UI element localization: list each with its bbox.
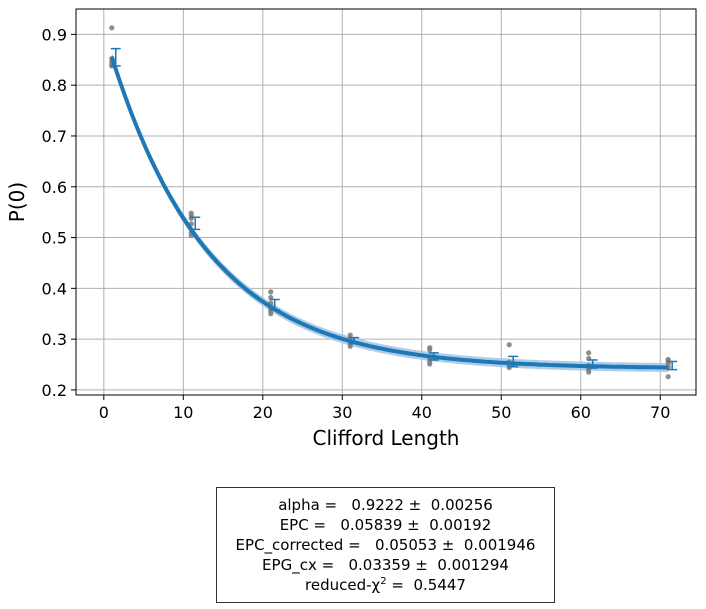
x-tick-label: 50 (491, 403, 511, 422)
y-tick-label: 0.8 (42, 76, 67, 95)
chi-exponent: 2 (380, 576, 387, 587)
error-bar (667, 360, 678, 371)
error-bar (190, 216, 201, 231)
y-tick-label: 0.3 (42, 330, 67, 349)
fit-results-box: alpha = 0.9222 ± 0.00256 EPC = 0.05839 ±… (216, 487, 555, 603)
error-bar (587, 359, 598, 369)
raw-data-points (109, 25, 671, 380)
fit-curve (109, 55, 669, 370)
y-axis-label: P(0) (5, 182, 29, 222)
data-point (268, 311, 274, 317)
error-bar (508, 355, 519, 368)
data-point (427, 347, 433, 353)
x-axis-label: Clifford Length (312, 426, 459, 450)
y-tick-label: 0.7 (42, 127, 67, 146)
grid (76, 9, 696, 395)
plot-frame (75, 8, 697, 396)
y-tick-label: 0.9 (42, 25, 67, 44)
data-point (665, 374, 671, 380)
x-ticks: 0 10 20 30 40 50 60 70 (99, 395, 670, 422)
y-tick-label: 0.6 (42, 178, 67, 197)
x-tick-label: 40 (412, 403, 432, 422)
x-tick-label: 10 (173, 403, 193, 422)
x-tick-label: 30 (332, 403, 352, 422)
error-bars (110, 47, 678, 371)
error-bar (110, 47, 121, 67)
epg-cx-result: EPG_cx = 0.03359 ± 0.001294 (262, 556, 509, 574)
y-tick-label: 0.5 (42, 229, 67, 248)
data-point (506, 364, 512, 371)
x-tick-label: 70 (650, 403, 670, 422)
data-point (427, 361, 433, 367)
data-point (268, 289, 274, 295)
data-point (586, 369, 592, 375)
y-ticks: 0.2 0.3 0.4 0.5 0.6 0.7 0.8 0.9 (42, 25, 76, 400)
error-bar (428, 352, 439, 361)
x-tick-label: 20 (253, 403, 273, 422)
fit-confidence-band (111, 52, 669, 372)
alpha-result: alpha = 0.9222 ± 0.00256 (278, 496, 493, 514)
fit-line (109, 55, 669, 370)
data-point (347, 343, 353, 349)
error-bar (349, 336, 360, 345)
reduced-chi2-result: reduced-χ2 = 0.5447 (305, 575, 466, 595)
data-point (506, 342, 512, 348)
rb-decay-chart: 0 10 20 30 40 50 60 70 0.2 0.3 0.4 0.5 0.6 0.7 0.8 0.9… (5, 8, 697, 450)
epc-corrected-result: EPC_corrected = 0.05053 ± 0.001946 (235, 536, 536, 554)
x-tick-label: 0 (99, 403, 109, 422)
data-point (586, 350, 592, 356)
chi-value: = 0.5447 (386, 576, 466, 594)
confidence-band (111, 52, 669, 372)
epc-result: EPC = 0.05839 ± 0.00192 (279, 516, 492, 534)
y-tick-label: 0.4 (42, 279, 67, 298)
chi-prefix: reduced-χ (305, 576, 381, 594)
x-tick-label: 60 (571, 403, 591, 422)
error-bar (269, 298, 280, 311)
y-tick-label: 0.2 (42, 381, 67, 400)
data-point (109, 25, 115, 31)
data-point (188, 215, 194, 221)
